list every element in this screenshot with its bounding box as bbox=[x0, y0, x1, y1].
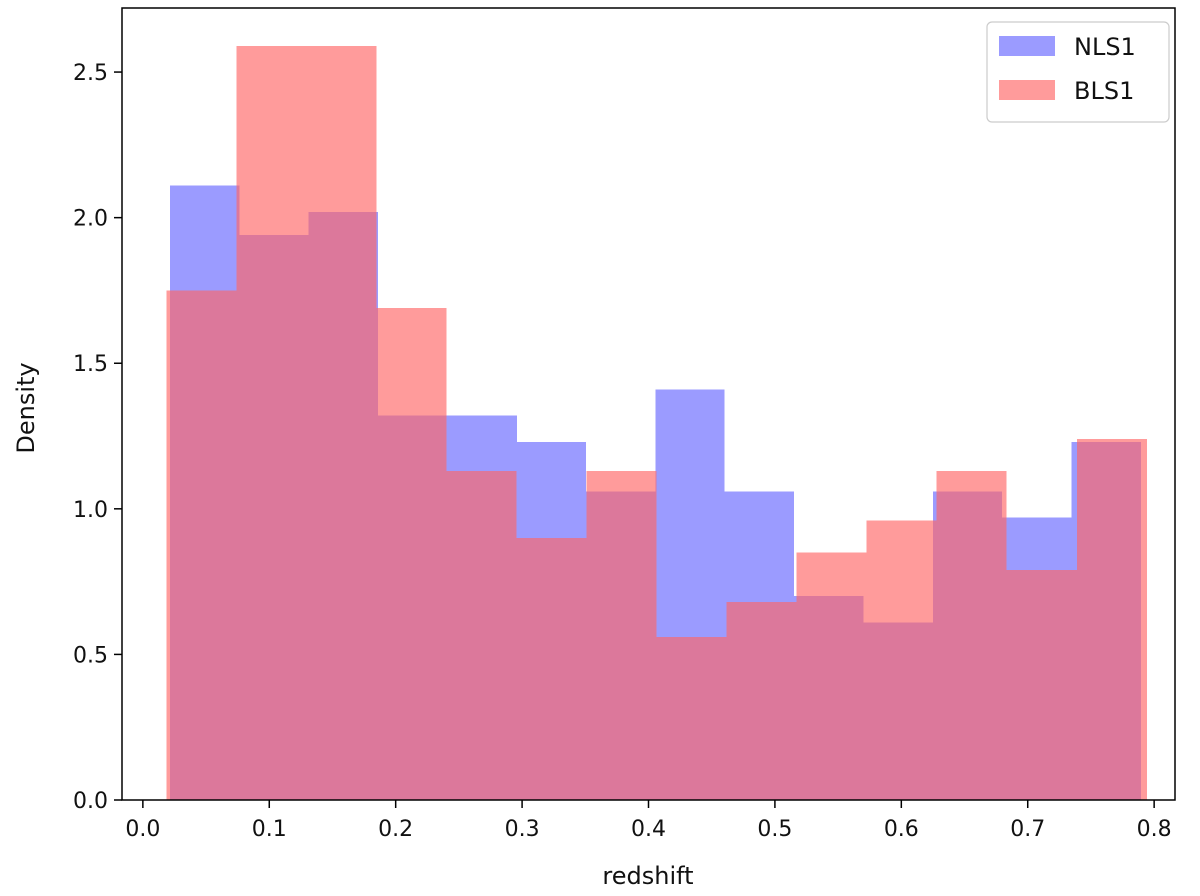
x-tick-label: 0.5 bbox=[757, 817, 792, 842]
bar-bls1-1 bbox=[236, 45, 307, 800]
x-tick-label: 0.6 bbox=[884, 817, 919, 842]
y-tick-label: 1.0 bbox=[73, 498, 108, 523]
y-tick-label: 2.5 bbox=[73, 61, 108, 86]
legend: NLS1 BLS1 bbox=[986, 21, 1170, 123]
bar-bls1-13 bbox=[1076, 438, 1147, 800]
legend-swatch-nls1 bbox=[999, 36, 1055, 56]
x-axis-ticks: 0.0 0.1 0.2 0.3 0.4 0.5 0.6 0.7 0.8 bbox=[125, 800, 1172, 842]
x-tick-label: 0.7 bbox=[1010, 817, 1045, 842]
bar-bls1-9 bbox=[796, 552, 867, 800]
y-axis-ticks: 0.0 0.5 1.0 1.5 2.0 2.5 bbox=[73, 61, 122, 814]
x-axis-label: redshift bbox=[602, 862, 693, 890]
x-tick-label: 0.2 bbox=[378, 817, 413, 842]
y-tick-label: 1.5 bbox=[73, 352, 108, 377]
bar-bls1-10 bbox=[866, 520, 937, 800]
bar-bls1-5 bbox=[516, 537, 587, 800]
bar-bls1-7 bbox=[656, 636, 727, 800]
legend-label-nls1: NLS1 bbox=[1074, 33, 1136, 61]
bar-bls1-8 bbox=[726, 602, 797, 800]
y-tick-label: 0.0 bbox=[73, 789, 108, 814]
bar-bls1-3 bbox=[376, 307, 447, 800]
bar-bls1-2 bbox=[306, 45, 377, 800]
y-axis-label: Density bbox=[12, 362, 40, 453]
x-tick-label: 0.1 bbox=[252, 817, 287, 842]
x-tick-label: 0.8 bbox=[1137, 817, 1172, 842]
x-tick-label: 0.0 bbox=[125, 817, 160, 842]
y-tick-label: 2.0 bbox=[73, 207, 108, 232]
y-tick-label: 0.5 bbox=[73, 643, 108, 668]
legend-label-bls1: BLS1 bbox=[1074, 77, 1134, 105]
legend-swatch-bls1 bbox=[999, 80, 1055, 100]
x-tick-label: 0.4 bbox=[631, 817, 666, 842]
series-bls1 bbox=[166, 45, 1147, 800]
bar-bls1-11 bbox=[936, 470, 1007, 800]
histogram-bars bbox=[166, 45, 1147, 800]
bar-bls1-6 bbox=[586, 470, 657, 800]
bar-bls1-4 bbox=[446, 470, 517, 800]
bar-bls1-0 bbox=[166, 290, 237, 800]
bar-bls1-12 bbox=[1006, 569, 1077, 800]
x-tick-label: 0.3 bbox=[505, 817, 540, 842]
